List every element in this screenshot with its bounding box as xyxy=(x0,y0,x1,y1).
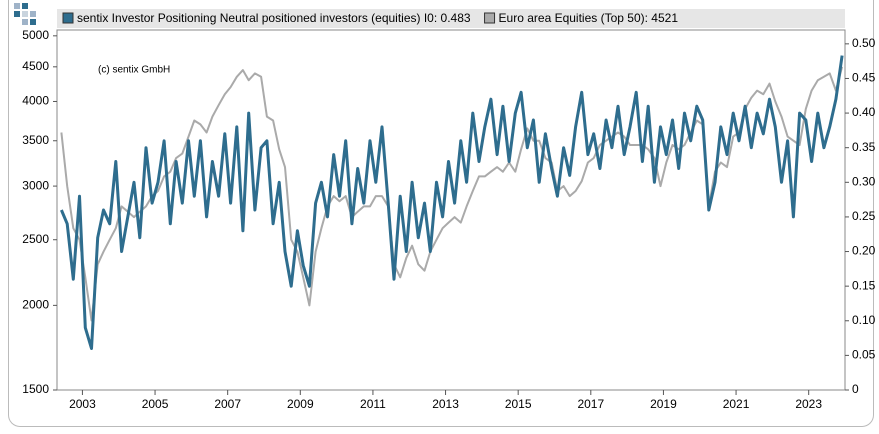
y2-tick-label: 0.05 xyxy=(852,348,876,362)
x-tick-label: 2007 xyxy=(214,397,241,411)
y2-tick-label: 0.10 xyxy=(852,313,876,327)
plot-area xyxy=(56,29,846,391)
y2-tick-label: 0 xyxy=(852,382,859,396)
y2-tick-label: 0.45 xyxy=(852,71,876,85)
x-tick-label: 2019 xyxy=(650,397,677,411)
x-tick-label: 2011 xyxy=(360,397,386,411)
legend-swatch xyxy=(484,12,496,24)
frame xyxy=(8,0,874,427)
y2-tick-label: 0.50 xyxy=(852,36,876,50)
x-tick-label: 2017 xyxy=(577,397,604,411)
y-tick-label: 2500 xyxy=(22,232,49,246)
y2-tick-label: 0.15 xyxy=(852,278,876,292)
y-tick-label: 3500 xyxy=(22,133,49,147)
series-line xyxy=(60,66,844,322)
x-tick-label: 2023 xyxy=(795,397,822,411)
legend-label: Euro area Equities (Top 50): 4521 xyxy=(499,11,679,25)
annotation: (c) sentix GmbH xyxy=(98,65,170,76)
y2-tick-label: 0.20 xyxy=(852,244,876,258)
y2-tick-label: 0.30 xyxy=(852,174,876,188)
y-tick-label: 2000 xyxy=(22,298,49,312)
x-tick-label: 2005 xyxy=(142,397,169,411)
x-tick-label: 2003 xyxy=(69,397,96,411)
series-line xyxy=(60,55,844,350)
y2-tick-label: 0.35 xyxy=(852,140,876,154)
x-tick-label: 2009 xyxy=(287,397,314,411)
y-tick-label: 1500 xyxy=(22,382,49,396)
y-tick-label: 5000 xyxy=(22,28,49,42)
y2-tick-label: 0.25 xyxy=(852,209,876,223)
x-tick-label: 2015 xyxy=(505,397,532,411)
y-tick-label: 3000 xyxy=(22,178,49,192)
y-tick-label: 4000 xyxy=(22,94,49,108)
logo xyxy=(14,3,36,25)
x-tick-label: 2013 xyxy=(432,397,459,411)
y2-tick-label: 0.40 xyxy=(852,105,876,119)
legend-bar xyxy=(57,9,845,28)
legend-label: sentix Investor Positioning Neutral posi… xyxy=(77,11,471,25)
legend-swatch xyxy=(62,12,74,24)
y-tick-label: 4500 xyxy=(22,59,49,73)
x-tick-label: 2021 xyxy=(723,397,750,411)
